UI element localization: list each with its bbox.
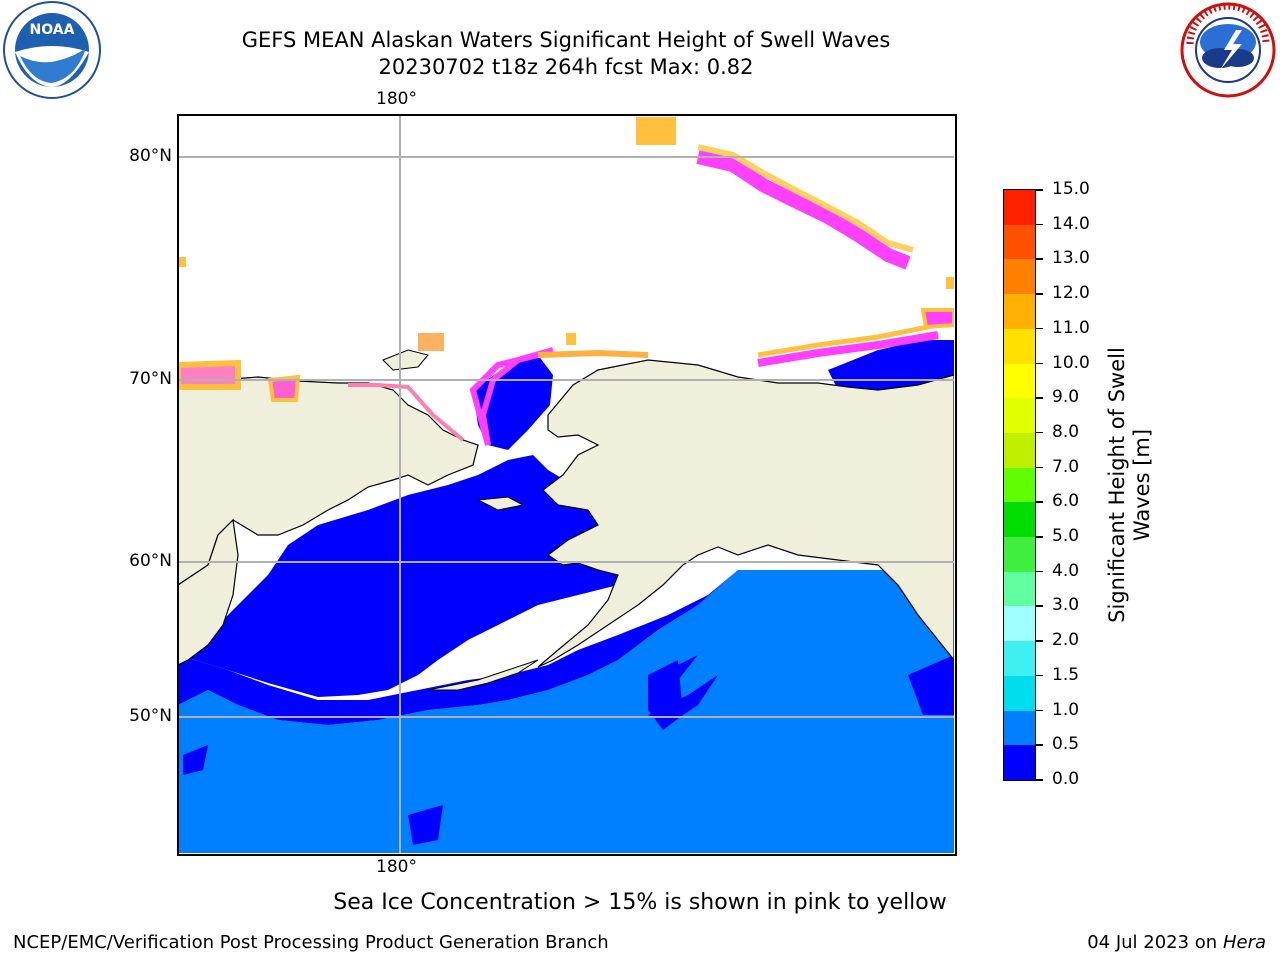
alaska-land [537, 359, 954, 668]
colorbar-segment [1004, 606, 1035, 642]
colorbar-tick [1036, 570, 1043, 573]
colorbar-tick [1036, 605, 1043, 607]
colorbar-tick-label: 5.0 [1052, 526, 1080, 547]
colorbar-tick-label: 15.0 [1052, 179, 1090, 199]
lat-label-50: 50°N [129, 706, 172, 726]
colorbar-segment [1004, 190, 1035, 225]
lon-label-top: 180° [376, 89, 417, 109]
colorbar-tick-label: 4.0 [1052, 560, 1080, 581]
colorbar-tick-label: 2.0 [1052, 630, 1080, 651]
bering-sea-low [178, 455, 643, 697]
graticule [178, 115, 954, 853]
footer-machine: Hera [1222, 932, 1266, 953]
colorbar-title: Significant Height of Swell Waves [m] [1105, 347, 1154, 623]
lon-label-bottom: 180° [376, 857, 417, 877]
lat-label-60: 60°N [129, 551, 172, 571]
chart-subtitle: 20230702 t18z 264h fcst Max: 0.82 [378, 55, 754, 79]
colorbar [1003, 189, 1036, 781]
sea-ice-note: Sea Ice Concentration > 15% is shown in … [333, 890, 947, 915]
chart-title: GEFS MEAN Alaskan Waters Significant Hei… [241, 28, 891, 52]
colorbar-tick-label: 8.0 [1052, 421, 1080, 442]
footer-date: 04 Jul 2023 on Hera [1087, 932, 1266, 953]
colorbar-tick [1036, 327, 1043, 330]
footer-credit: NCEP/EMC/Verification Post Processing Pr… [13, 932, 609, 953]
colorbar-tick-label: 14.0 [1052, 213, 1090, 234]
map-panel [178, 115, 954, 853]
colorbar-segment [1004, 259, 1035, 295]
swell-field-mid [178, 570, 954, 853]
colorbar-tick [1036, 189, 1043, 191]
colorbar-tick-label: 10.0 [1052, 352, 1090, 373]
swell-height-map [178, 115, 954, 853]
colorbar-segment [1004, 537, 1035, 572]
sea-ice [178, 117, 954, 446]
colorbar-segment [1004, 328, 1035, 364]
colorbar-tick [1036, 640, 1043, 642]
colorbar-tick [1036, 744, 1043, 746]
colorbar-tick-label: 13.0 [1052, 248, 1090, 269]
colorbar-tick-label: 11.0 [1052, 317, 1090, 338]
colorbar-tick-label: 0.5 [1052, 734, 1080, 755]
colorbar-segment [1004, 363, 1035, 399]
swell-field-low [178, 570, 738, 725]
colorbar-segment [1004, 571, 1035, 607]
colorbar-tick [1036, 466, 1043, 469]
colorbar-segment [1004, 224, 1035, 260]
colorbar-tick [1036, 293, 1043, 295]
colorbar-segment [1004, 710, 1035, 746]
colorbar-segment [1004, 745, 1035, 780]
colorbar-tick-label: 12.0 [1052, 283, 1090, 304]
colorbar-tick [1036, 397, 1043, 399]
wrangel-island [382, 349, 429, 371]
colorbar-tick-label: 6.0 [1052, 491, 1080, 512]
colorbar-segment [1004, 398, 1035, 433]
colorbar-tick [1036, 223, 1043, 226]
lat-label-70: 70°N [129, 369, 172, 389]
noaa-logo-icon: NOAA [3, 1, 101, 99]
colorbar-tick [1036, 536, 1043, 538]
pacific-patches [183, 660, 683, 845]
colorbar-tick [1036, 501, 1043, 503]
st-lawrence-island [476, 496, 525, 511]
colorbar-tick [1036, 258, 1043, 260]
colorbar-tick-label: 0.0 [1052, 769, 1080, 789]
colorbar-tick [1036, 674, 1043, 677]
lat-label-80: 80°N [129, 146, 172, 166]
colorbar-segment [1004, 467, 1035, 503]
colorbar-segment [1004, 641, 1035, 676]
colorbar-segment [1004, 432, 1035, 468]
nws-logo-icon [1180, 2, 1276, 98]
colorbar-segment [1004, 675, 1035, 711]
colorbar-tick [1036, 431, 1043, 434]
colorbar-tick [1036, 362, 1043, 365]
colorbar-tick-label: 7.0 [1052, 456, 1080, 477]
colorbar-tick-label: 1.5 [1052, 664, 1080, 685]
colorbar-segment [1004, 502, 1035, 538]
colorbar-tick [1036, 709, 1043, 712]
colorbar-segment [1004, 294, 1035, 329]
aleutian-islands [427, 659, 539, 691]
svg-text:NOAA: NOAA [30, 22, 75, 38]
kamchatka-land [178, 518, 239, 666]
colorbar-tick-label: 1.0 [1052, 699, 1080, 720]
colorbar-tick-label: 3.0 [1052, 595, 1080, 616]
colorbar-tick-label: 9.0 [1052, 387, 1080, 408]
colorbar-tick [1036, 779, 1043, 781]
